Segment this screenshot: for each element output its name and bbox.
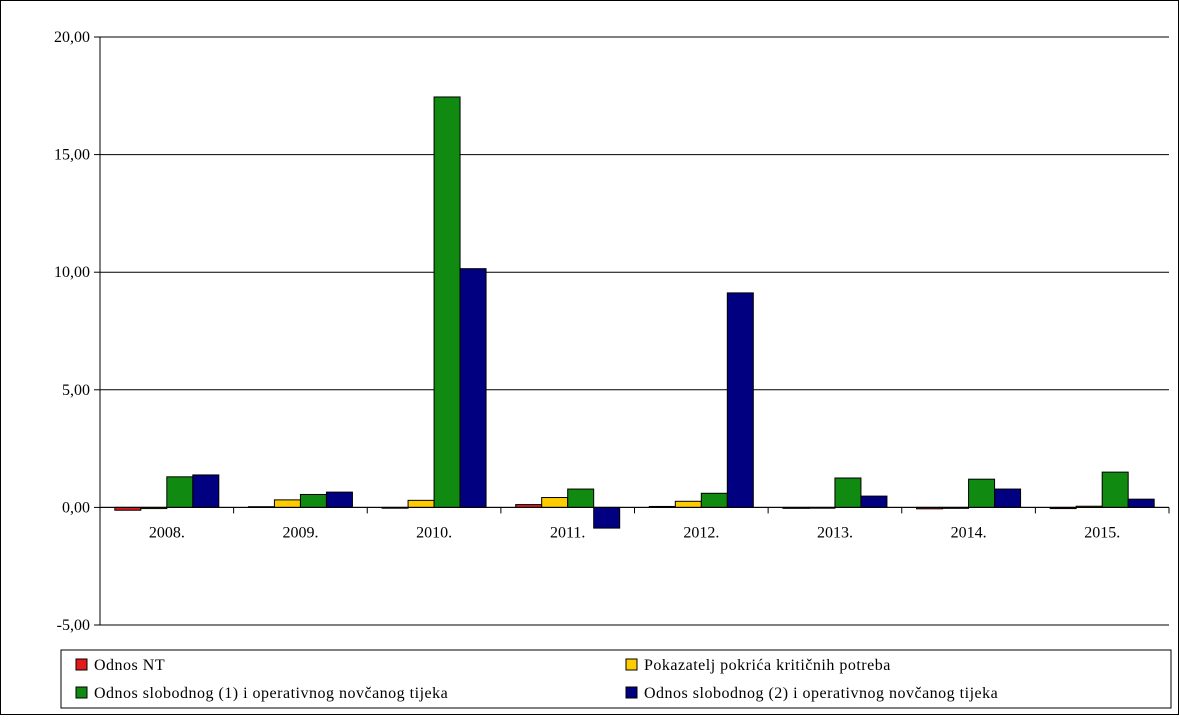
- x-tick-label: 2010.: [416, 524, 452, 541]
- bar: [994, 488, 1022, 508]
- bar: [567, 488, 595, 508]
- x-tick-label: 2011.: [550, 524, 585, 541]
- bar: [459, 268, 487, 508]
- y-axis-ticks: -5,00 0,00 5,00 10,00 15,00 20,00: [54, 29, 100, 634]
- x-tick-label: 2014.: [951, 524, 987, 541]
- x-axis-categories: 2008. 2009. 2010. 2011. 2012. 2013. 2014. 2015.: [149, 524, 1120, 541]
- axis-lines: [99, 37, 1170, 625]
- legend-swatch: [75, 686, 88, 699]
- bar: [860, 495, 888, 508]
- bar: [968, 478, 996, 508]
- bar: [1127, 498, 1155, 508]
- legend-swatch: [625, 686, 638, 699]
- bar: [166, 476, 194, 508]
- y-tick-label: 5,00: [62, 382, 90, 399]
- x-tick-label: 2008.: [149, 524, 185, 541]
- legend-swatch: [625, 658, 638, 671]
- bar: [325, 491, 353, 508]
- legend-swatch: [75, 658, 88, 671]
- bar: [192, 474, 220, 508]
- bar: [273, 499, 301, 508]
- x-tick-label: 2009.: [282, 524, 318, 541]
- bar: [593, 506, 621, 529]
- bar: [433, 96, 461, 508]
- y-tick-label: 10,00: [54, 264, 90, 281]
- bar: [541, 497, 569, 508]
- legend-label: Odnos NT: [94, 657, 165, 674]
- bar: [407, 499, 435, 508]
- bars: [114, 96, 1155, 529]
- x-tick-label: 2013.: [817, 524, 853, 541]
- bar: [834, 477, 862, 508]
- y-tick-label: 20,00: [54, 29, 90, 46]
- bar: [674, 500, 702, 508]
- y-tick-label: 0,00: [62, 499, 90, 516]
- y-tick-label: 15,00: [54, 147, 90, 164]
- y-tick-label: -5,00: [57, 617, 90, 634]
- x-tick-label: 2015.: [1084, 524, 1120, 541]
- x-tick-label: 2012.: [683, 524, 719, 541]
- bar: [299, 493, 327, 508]
- legend: Odnos NT Pokazatelj pokrića kritičnih pot…: [60, 649, 1172, 709]
- bar: [726, 292, 754, 508]
- bar: [700, 492, 728, 508]
- legend-label: Odnos slobodnog (2) i operativnog novčan…: [644, 685, 998, 702]
- legend-label: Odnos slobodnog (1) i operativnog novčan…: [94, 685, 448, 702]
- legend-label: Pokazatelj pokrića kritičnih potreba: [644, 657, 891, 674]
- legend-box: [60, 649, 1172, 709]
- bar: [1101, 471, 1129, 508]
